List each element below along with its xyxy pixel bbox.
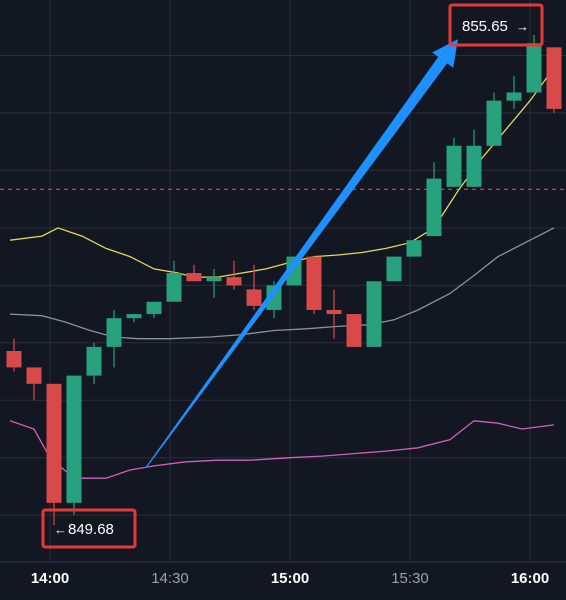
high-price-annotation: 855.65 → — [448, 3, 544, 47]
candles — [6, 35, 562, 525]
candle-up[interactable] — [206, 268, 222, 298]
candle-down[interactable] — [6, 338, 22, 372]
candle-body — [226, 277, 242, 286]
candle-body — [446, 145, 462, 187]
upper-line — [9, 67, 555, 278]
candle-down[interactable] — [326, 289, 342, 339]
candle-up[interactable] — [506, 76, 522, 109]
candle-down[interactable] — [246, 264, 262, 310]
time-axis: 14:00 14:30 15:00 15:30 16:00 — [31, 570, 549, 587]
high-price-box — [448, 3, 544, 47]
low-price-label: 849.68 — [68, 521, 114, 538]
candle-body — [526, 43, 542, 93]
candle-body — [46, 383, 62, 503]
left-arrow-icon: ← — [54, 522, 67, 537]
candle-down[interactable] — [26, 367, 42, 401]
candle-body — [306, 256, 322, 310]
candle-up[interactable] — [426, 162, 442, 237]
candle-body — [486, 100, 502, 146]
candle-body — [206, 277, 222, 282]
x-tick-label: 14:00 — [31, 570, 69, 587]
x-tick-label: 15:00 — [271, 570, 309, 587]
candle-body — [86, 346, 102, 376]
trend-arrow — [145, 39, 458, 468]
middle-line — [9, 227, 555, 340]
candle-body — [126, 314, 142, 319]
candle-down[interactable] — [226, 260, 242, 290]
candle-down[interactable] — [546, 47, 562, 113]
candle-body — [146, 301, 162, 315]
candle-down[interactable] — [306, 256, 322, 315]
low-price-box — [41, 508, 137, 549]
high-price-label: 855.65 — [462, 18, 508, 35]
x-tick-label: 16:00 — [511, 570, 549, 587]
candle-body — [6, 350, 22, 368]
candle-up[interactable] — [66, 375, 82, 516]
candle-up[interactable] — [86, 342, 102, 384]
candle-body — [66, 375, 82, 503]
candle-up[interactable] — [386, 256, 402, 282]
candle-down[interactable] — [346, 314, 362, 347]
candle-body — [26, 367, 42, 384]
x-tick-label: 14:30 — [151, 570, 189, 587]
right-arrow-icon: → — [516, 19, 529, 34]
candle-up[interactable] — [466, 129, 482, 187]
candle-up[interactable] — [366, 281, 382, 347]
candle-up[interactable] — [126, 314, 142, 323]
low-price-annotation: ← 849.68 — [41, 508, 137, 549]
candle-up[interactable] — [486, 92, 502, 146]
candle-body — [366, 281, 382, 347]
candle-body — [506, 92, 522, 101]
candle-up[interactable] — [166, 260, 182, 302]
candle-body — [386, 256, 402, 282]
candle-body — [266, 285, 282, 310]
trend-arrow-icon — [145, 39, 458, 468]
candle-up[interactable] — [446, 137, 462, 187]
candle-body — [406, 240, 422, 257]
candle-body — [426, 178, 442, 237]
candle-up[interactable] — [146, 301, 162, 319]
candle-body — [326, 309, 342, 315]
candle-body — [186, 273, 202, 282]
candle-body — [106, 318, 122, 347]
candle-up[interactable] — [406, 240, 422, 257]
candle-up[interactable] — [106, 309, 122, 368]
candle-down[interactable] — [46, 383, 62, 525]
grid — [0, 0, 566, 563]
candle-body — [166, 273, 182, 302]
candle-body — [546, 47, 562, 109]
candle-body — [246, 289, 262, 306]
x-tick-label: 15:30 — [391, 570, 429, 587]
candle-body — [466, 145, 482, 187]
candle-body — [346, 314, 362, 347]
candle-down[interactable] — [186, 264, 202, 282]
